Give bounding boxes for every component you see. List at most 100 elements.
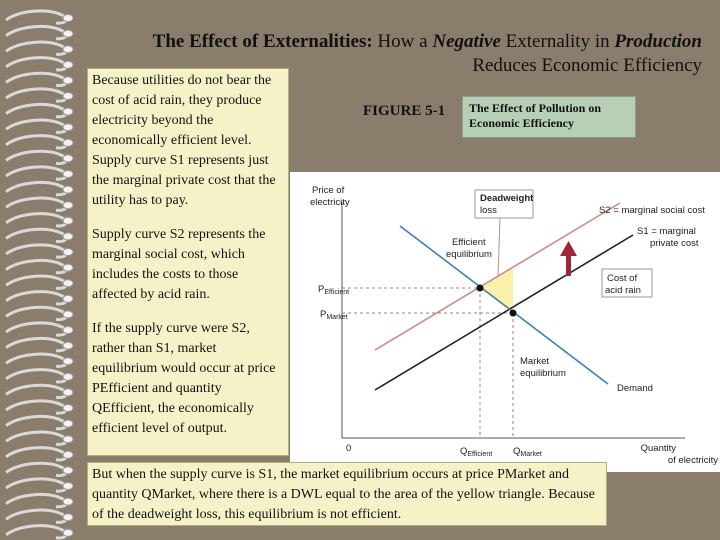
dwl-label-2: loss	[480, 205, 497, 216]
market-eq-label-2: equilibrium	[520, 368, 566, 379]
binding-hole	[62, 404, 74, 412]
title-part2: Externality in	[505, 31, 610, 52]
binding-ring	[5, 212, 68, 228]
binding-hole	[62, 138, 74, 147]
explanation-para2: Supply curve S2 represents the marginal …	[92, 227, 266, 302]
binding-hole	[62, 201, 74, 210]
binding-hole	[62, 341, 74, 350]
binding-ring	[5, 180, 68, 197]
binding-hole	[62, 232, 74, 241]
binding-hole	[62, 294, 74, 303]
deadweight-loss-triangle	[480, 268, 513, 313]
binding-ring	[5, 118, 68, 134]
diagram-background	[290, 172, 720, 472]
binding-ring	[5, 102, 68, 119]
s2-curve	[374, 202, 621, 351]
binding-ring	[5, 290, 68, 306]
binding-hole	[62, 263, 74, 272]
binding-ring	[5, 134, 68, 150]
title-part1: How a	[377, 31, 428, 52]
market-equilibrium-point	[509, 309, 517, 317]
title-italic2: Production	[614, 31, 702, 52]
binding-ring	[5, 414, 68, 431]
explanation-para3: If the supply curve were S2, rather than…	[92, 321, 276, 436]
binding-ring	[5, 196, 68, 212]
binding-ring	[5, 227, 68, 244]
binding-ring	[5, 40, 68, 56]
binding-ring	[5, 508, 68, 524]
q-market-label: QMarket	[513, 446, 542, 458]
binding-hole	[62, 450, 74, 459]
slide-title: The Effect of Externalities: How a Negat…	[92, 30, 702, 78]
cost-label-1: Cost of	[607, 273, 637, 284]
binding-ring	[5, 492, 68, 509]
efficient-eq-label-1: Efficient	[452, 237, 486, 248]
binding-ring	[5, 24, 68, 41]
demand-label: Demand	[617, 383, 653, 394]
binding-ring	[5, 399, 68, 415]
binding-hole	[62, 466, 74, 475]
binding-ring	[5, 352, 68, 368]
s1-curve	[374, 234, 634, 391]
binding-hole	[62, 482, 74, 490]
dwl-callout-box	[474, 189, 534, 219]
q-efficient-label: QEfficient	[460, 446, 492, 458]
cost-arrow-shaft	[566, 256, 571, 276]
s1-label-2: private cost	[650, 238, 699, 249]
binding-ring	[5, 430, 68, 446]
binding-hole	[62, 513, 74, 522]
binding-ring	[5, 305, 68, 322]
cost-label-2: acid rain	[605, 285, 641, 296]
conclusion-box: But when the supply curve is S1, the mar…	[87, 462, 607, 526]
binding-ring	[5, 243, 68, 259]
binding-ring	[5, 336, 68, 353]
binding-ring	[5, 165, 68, 181]
dwl-leader	[497, 217, 501, 277]
binding-hole	[62, 76, 74, 85]
binding-ring	[5, 9, 68, 25]
cost-arrow-head	[560, 241, 577, 256]
x-axis-label-2: of electricity	[668, 455, 718, 466]
binding-hole	[62, 357, 74, 366]
binding-hole	[62, 92, 74, 100]
dwl-label-1: Deadweight	[480, 193, 534, 204]
y-axis-label-2: electricity	[310, 197, 350, 208]
y-axis-label-1: Price of	[312, 185, 345, 196]
s1-label-1: S1 = marginal	[637, 226, 696, 237]
binding-hole	[62, 29, 74, 38]
binding-hole	[62, 107, 74, 116]
figure-label: FIGURE 5-1	[363, 103, 446, 119]
s2-label: S2 = marginal social cost	[599, 205, 705, 216]
title-italic1: Negative	[432, 31, 501, 52]
binding-hole	[62, 14, 74, 22]
binding-hole	[62, 497, 74, 506]
externality-diagram: Price of electricity Quantity of electri…	[290, 172, 720, 472]
binding-ring	[5, 368, 68, 384]
binding-ring	[5, 258, 68, 275]
market-eq-label-1: Market	[520, 356, 549, 367]
binding-ring	[5, 383, 68, 400]
binding-ring	[5, 56, 68, 72]
binding-hole	[62, 528, 74, 537]
figure-caption: The Effect of Pollution on Economic Effi…	[462, 96, 636, 138]
binding-hole	[62, 435, 74, 444]
explanation-box: Because utilities do not bear the cost o…	[87, 68, 289, 456]
explanation-para1: Because utilities do not bear the cost o…	[92, 73, 276, 208]
binding-hole	[62, 419, 74, 428]
binding-ring	[5, 524, 68, 540]
binding-hole	[62, 326, 74, 334]
demand-curve	[399, 225, 609, 385]
binding-ring	[5, 461, 68, 478]
binding-ring	[5, 149, 68, 166]
p-efficient-label: PEfficient	[318, 284, 349, 296]
title-line2: Reduces Economic Efficiency	[472, 55, 702, 76]
efficient-equilibrium-point	[476, 284, 484, 292]
origin-label: 0	[346, 443, 351, 454]
binding-hole	[62, 310, 74, 319]
p-market-label: PMarket	[320, 309, 348, 321]
title-bold: The Effect of Externalities:	[152, 31, 373, 52]
binding-hole	[62, 123, 74, 132]
binding-ring	[5, 321, 68, 337]
binding-ring	[5, 446, 68, 462]
binding-hole	[62, 45, 74, 54]
